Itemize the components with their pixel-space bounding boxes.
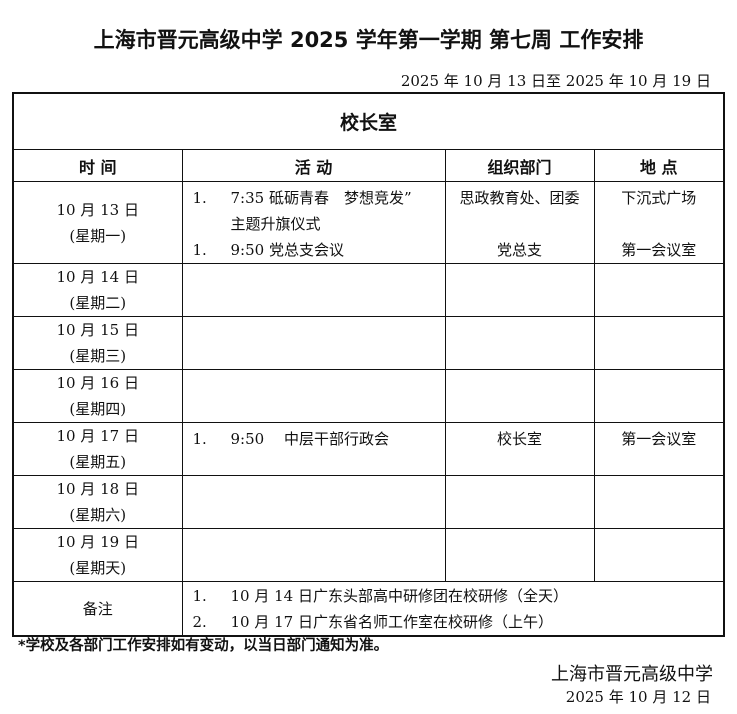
office-title: 校长室	[12, 92, 725, 150]
activity-item: 1. 9:50 党总支会议	[192, 241, 344, 259]
date-cell: 10 月 13 日 (星期一)	[12, 181, 183, 264]
activity-item: 1. 9:50 中层干部行政会	[192, 430, 389, 448]
signature: 上海市晋元高级中学	[551, 664, 713, 685]
table-row: 10 月 15 日 (星期三)	[12, 316, 725, 370]
activity-cell: 1. 9:50 中层干部行政会	[181, 422, 446, 476]
activity-item: 1. 7:35 砥砺青春 梦想竞发”	[192, 189, 412, 207]
header-row: 时 间 活 动 组织部门 地 点	[12, 149, 725, 182]
date-cell: 10 月 16 日 (星期四)	[12, 369, 183, 423]
dept-cell: 思政教育处、团委 党总支	[444, 181, 595, 264]
dept-cell	[444, 475, 595, 529]
activity-cell	[181, 316, 446, 370]
table-row: 10 月 13 日 (星期一) 1. 7:35 砥砺青春 梦想竞发” 主题升旗仪式 1.…	[12, 181, 725, 264]
dept-cell	[444, 316, 595, 370]
activity-cell: 1. 7:35 砥砺青春 梦想竞发” 主题升旗仪式 1. 9:50 党总支会议	[181, 181, 446, 264]
table-row: 10 月 19 日 (星期天)	[12, 528, 725, 582]
remark-item: 2. 10 月 17 日广东省名师工作室在校研修（上午）	[192, 613, 553, 631]
date-cell: 10 月 18 日 (星期六)	[12, 475, 183, 529]
place: 第一会议室	[621, 430, 697, 448]
activity-cell	[181, 263, 446, 317]
dept: 党总支	[496, 241, 542, 259]
dept: 校长室	[496, 430, 542, 448]
remark-item: 1. 10 月 14 日广东头部高中研修团在校研修（全天）	[192, 587, 568, 605]
footnote: *学校及各部门工作安排如有变动，以当日部门通知为准。	[18, 638, 389, 654]
place-cell: 第一会议室	[593, 422, 725, 476]
table-row: 10 月 18 日 (星期六)	[12, 475, 725, 529]
table-row: 10 月 16 日 (星期四)	[12, 369, 725, 423]
place: 下沉式广场	[621, 189, 697, 207]
place-cell	[593, 369, 725, 423]
activity-cell	[181, 369, 446, 423]
remarks-row: 备注 1. 10 月 14 日广东头部高中研修团在校研修（全天） 2. 10 月 1…	[12, 581, 725, 637]
table-row: 10 月 17 日 (星期五) 1. 9:50 中层干部行政会 校长室 第一会议室	[12, 422, 725, 476]
activity-cell	[181, 475, 446, 529]
remarks-label: 备注	[12, 581, 183, 637]
activity-cell	[181, 528, 446, 582]
activity-continuation: 主题升旗仪式	[230, 215, 321, 233]
header-place: 地 点	[593, 149, 725, 182]
date-cell: 10 月 15 日 (星期三)	[12, 316, 183, 370]
header-activity: 活 动	[181, 149, 446, 182]
place: 第一会议室	[621, 241, 697, 259]
header-dept: 组织部门	[444, 149, 595, 182]
schedule-table: 校长室 时 间 活 动 组织部门 地 点 10 月 13 日 (星期一) 1. 7:…	[12, 92, 726, 637]
dept-cell: 校长室	[444, 422, 595, 476]
date-cell: 10 月 14 日 (星期二)	[12, 263, 183, 317]
place-cell	[593, 528, 725, 582]
table-row: 10 月 14 日 (星期二)	[12, 263, 725, 317]
header-time: 时 间	[12, 149, 183, 182]
date-range: 2025 年 10 月 13 日至 2025 年 10 月 19 日	[400, 72, 711, 90]
place-cell	[593, 475, 725, 529]
dept-cell	[444, 263, 595, 317]
dept-cell	[444, 369, 595, 423]
page-title: 上海市晋元高级中学 2025 学年第一学期 第七周 工作安排	[93, 28, 644, 52]
place-cell: 下沉式广场第一会议室	[593, 181, 725, 264]
place-cell	[593, 316, 725, 370]
dept: 思政教育处、团委	[459, 189, 580, 207]
date-cell: 10 月 17 日 (星期五)	[12, 422, 183, 476]
place-cell	[593, 263, 725, 317]
date-cell: 10 月 19 日 (星期天)	[12, 528, 183, 582]
signature-date: 2025 年 10 月 12 日	[565, 688, 711, 706]
dept-cell	[444, 528, 595, 582]
